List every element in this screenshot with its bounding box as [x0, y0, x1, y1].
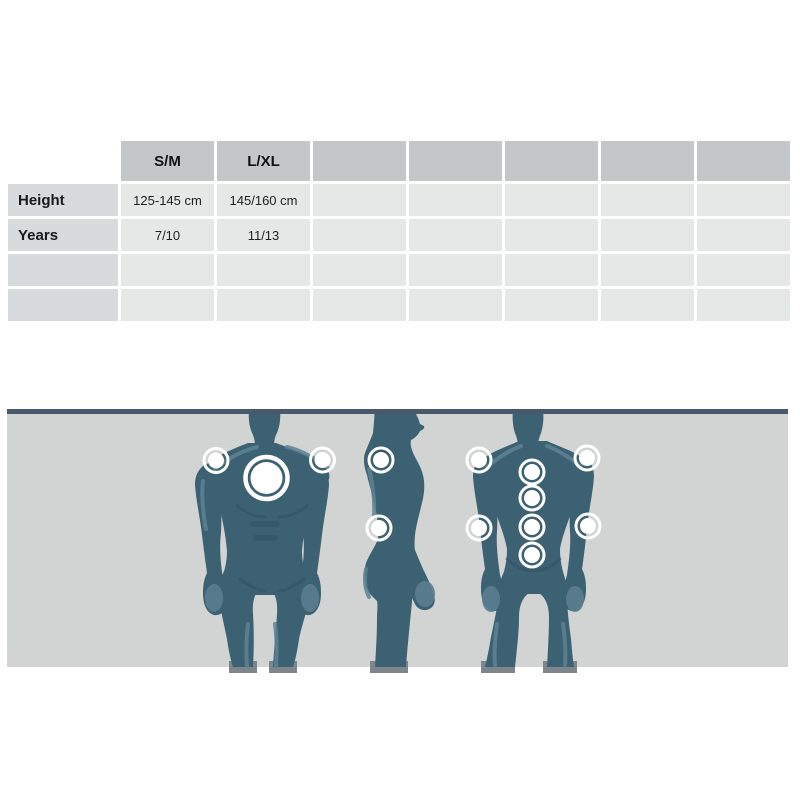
- measurement-markers: [202, 444, 602, 569]
- size-table-cell: [313, 254, 406, 286]
- size-table-cell: [697, 254, 790, 286]
- measurement-point-chest: [250, 462, 283, 494]
- marker-ring-left-shoulder: [202, 447, 230, 474]
- size-table-cell: [217, 289, 310, 321]
- size-table-cell: [601, 184, 694, 216]
- size-table-header-cell: [601, 141, 694, 181]
- size-table-row-label: [8, 254, 118, 286]
- size-table-cell: [697, 184, 790, 216]
- figures: [195, 409, 594, 667]
- measurement-point-right-elbow: [580, 518, 596, 534]
- size-table-cell: [601, 254, 694, 286]
- size-table-cell: [601, 289, 694, 321]
- marker-ring-lower-back-hip: [365, 514, 393, 542]
- measurement-point-spine-1: [524, 464, 540, 480]
- hand-highlights: [205, 581, 584, 612]
- marker-ring-chest: [243, 454, 290, 502]
- measurement-point-spine-4: [524, 547, 540, 563]
- figure-band: [7, 409, 788, 673]
- size-table-row-label: Years: [8, 219, 118, 251]
- size-table-cell: [409, 254, 502, 286]
- size-table-cell: [505, 219, 598, 251]
- marker-ring-spine-2: [518, 484, 546, 512]
- size-table-cell: [505, 289, 598, 321]
- size-table-cell: [409, 184, 502, 216]
- size-table-cell: [409, 219, 502, 251]
- measurement-point-upper-arm: [373, 452, 389, 468]
- measurement-point-spine-3: [524, 519, 540, 535]
- marker-ring-upper-arm: [367, 446, 395, 474]
- size-table-cell: 125-145 cm: [121, 184, 214, 216]
- shading-dark-lines: [235, 449, 562, 593]
- size-table-cell: 7/10: [121, 219, 214, 251]
- marker-ring-spine-3: [518, 513, 546, 541]
- table-corner-spacer: [8, 141, 118, 181]
- size-table-cell: [505, 184, 598, 216]
- measurement-point-left-shoulder: [208, 452, 224, 469]
- size-table-cell: [217, 254, 310, 286]
- marker-ring-right-shoulder: [309, 446, 336, 474]
- back-figure: [473, 409, 594, 667]
- size-table-cell: [313, 184, 406, 216]
- size-table-row-label: [8, 289, 118, 321]
- size-table-cell: [121, 254, 214, 286]
- size-table-cell: 11/13: [217, 219, 310, 251]
- marker-ring-spine-1: [518, 458, 546, 486]
- measurement-point-right-shoulder: [314, 452, 331, 468]
- size-table-header-cell: L/XL: [217, 141, 310, 181]
- size-table-header-cell: [313, 141, 406, 181]
- size-table-cell: [697, 219, 790, 251]
- size-table-cell: 145/160 cm: [217, 184, 310, 216]
- size-table-header-cell: [697, 141, 790, 181]
- band-top-line: [7, 409, 788, 414]
- size-table-cell: [121, 289, 214, 321]
- measurement-point-right-shoulder: [579, 450, 595, 466]
- side-figure: [363, 409, 435, 667]
- marker-ring-right-shoulder: [573, 444, 601, 472]
- marker-ring-left-elbow: [465, 514, 493, 542]
- size-table-header-cell: [505, 141, 598, 181]
- size-table-cell: [601, 219, 694, 251]
- marker-ring-spine-4: [518, 541, 546, 569]
- marker-ring-right-elbow: [574, 512, 602, 540]
- size-table-cell: [697, 289, 790, 321]
- size-table-header-cell: S/M: [121, 141, 214, 181]
- size-table-cell: [409, 289, 502, 321]
- size-chart-table: S/M L/XL Height 125-145 cm 145/160 cm Years 7/…: [8, 141, 790, 321]
- size-table-row-label: Height: [8, 184, 118, 216]
- size-table-cell: [313, 289, 406, 321]
- shading-dark: [250, 521, 280, 541]
- measurement-point-spine-2: [524, 490, 540, 506]
- marker-ring-left-shoulder: [465, 446, 493, 474]
- size-table-cell: [313, 219, 406, 251]
- measurement-point-left-shoulder: [471, 452, 487, 468]
- size-table-cell: [505, 254, 598, 286]
- figure-band-svg: [7, 409, 788, 673]
- size-table-header-cell: [409, 141, 502, 181]
- measurement-point-left-elbow: [471, 520, 487, 536]
- measurement-point-lower-back-hip: [371, 520, 387, 536]
